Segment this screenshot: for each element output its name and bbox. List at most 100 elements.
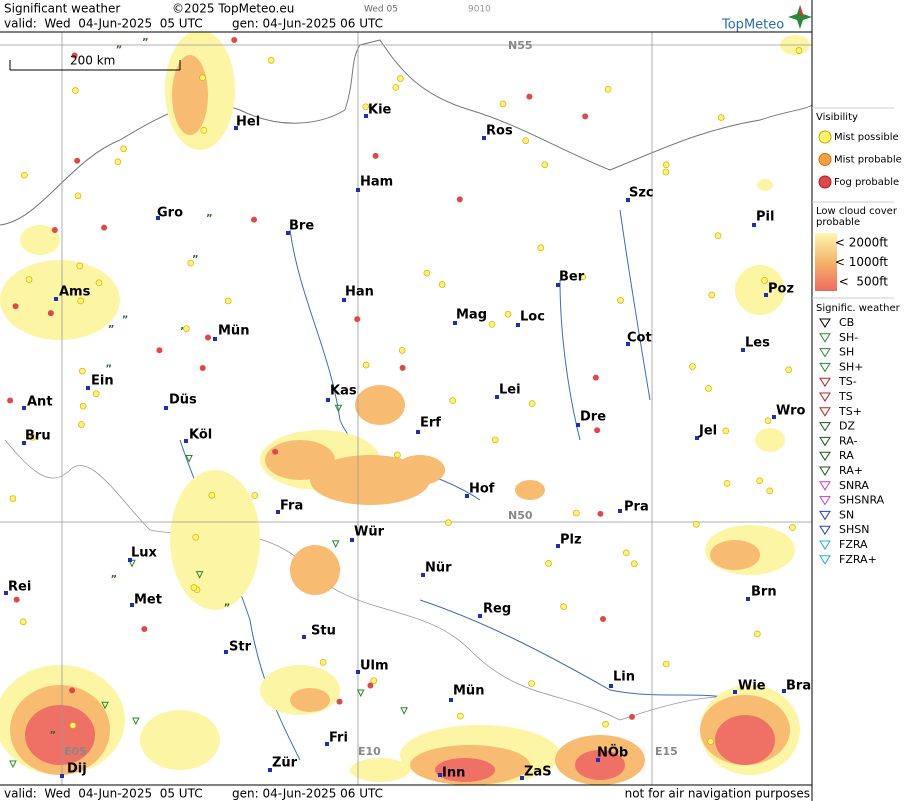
footer-generated: gen: 04-Jun-2025 06 UTC <box>232 787 383 801</box>
city-marker <box>286 231 290 235</box>
shower-symbol <box>132 717 140 726</box>
city-label: Nür <box>425 561 452 576</box>
weather-patch <box>575 750 625 780</box>
mist-symbol <box>766 487 774 495</box>
city-marker <box>213 337 217 341</box>
weather-patch <box>715 715 775 765</box>
weather-patch <box>755 428 785 452</box>
city-label: Ber <box>559 270 585 285</box>
mist-symbol <box>319 659 327 666</box>
city-marker <box>782 689 786 693</box>
city-marker <box>356 188 360 192</box>
fog-symbol <box>71 52 78 59</box>
weather-patch <box>395 455 445 485</box>
mist-symbol <box>528 400 536 407</box>
legend-symbol <box>819 451 831 462</box>
legend-label: RA+ <box>839 464 863 477</box>
fog-symbol <box>12 303 19 310</box>
city-label: Zür <box>272 756 298 771</box>
city-label: Bru <box>25 429 51 444</box>
fog-symbol <box>399 364 406 371</box>
weather-patch <box>140 710 220 770</box>
city-label: Loc <box>520 310 545 325</box>
mist-symbol <box>77 297 84 305</box>
mist-symbol <box>754 630 761 638</box>
city-label: Lux <box>131 546 158 561</box>
city-label: Ham <box>360 175 393 190</box>
city-label: Poz <box>768 282 794 297</box>
legend-label: SH <box>839 346 854 359</box>
city-marker <box>156 216 160 220</box>
drizzle-symbol: ” <box>116 44 123 55</box>
city-marker <box>596 758 600 762</box>
mist-symbol <box>537 244 545 252</box>
weather-patch <box>290 688 330 712</box>
city-marker <box>60 774 64 778</box>
fog-symbol <box>69 687 76 694</box>
fog-symbol <box>7 397 14 404</box>
city-marker <box>350 538 354 542</box>
footer-note: not for air navigation purposes <box>625 787 810 801</box>
legend-title: Signific. weather <box>816 303 901 314</box>
legend-label: < 2000ft <box>835 236 888 250</box>
legend-symbol <box>819 362 831 373</box>
city-marker <box>556 283 560 287</box>
mist-symbol <box>662 161 670 169</box>
mist-symbol <box>423 269 431 277</box>
mist-symbol <box>362 103 370 111</box>
city-marker <box>556 544 560 548</box>
weather-patch <box>20 225 60 255</box>
legend-label: Mist probable <box>834 155 902 166</box>
logo-icon-accent <box>800 5 803 17</box>
legend-symbol <box>819 348 831 358</box>
city-label: ZaS <box>524 765 552 780</box>
city-label: Ant <box>27 395 53 410</box>
city-label: Jel <box>698 424 717 439</box>
mist-symbol <box>708 291 716 299</box>
mist-symbol <box>756 477 763 485</box>
city-marker <box>741 348 745 352</box>
shower-symbol <box>356 689 365 698</box>
drizzle-symbol: ” <box>122 315 129 326</box>
fog-symbol <box>101 224 108 231</box>
mist-symbol <box>579 273 586 281</box>
weather-patch <box>710 540 760 570</box>
mist-symbol <box>714 232 722 240</box>
mist-symbol <box>662 660 670 668</box>
city-label: Reg <box>483 602 511 617</box>
mist-symbol <box>398 347 406 354</box>
legend-label: SNRA <box>839 479 869 492</box>
fog-symbol <box>199 364 206 371</box>
legend-label: FZRA+ <box>839 553 877 566</box>
city-label: Lin <box>613 670 635 685</box>
mist-symbol <box>78 421 85 428</box>
city-label: Dij <box>67 762 87 777</box>
mist-symbol <box>29 433 37 441</box>
mist-symbol <box>72 87 79 94</box>
fog-symbol <box>526 93 533 100</box>
fog-symbol <box>367 682 374 689</box>
city-label: Mag <box>456 308 487 323</box>
shower-symbol <box>101 701 109 710</box>
fog-symbol <box>354 316 361 323</box>
city-label: Pra <box>624 500 649 515</box>
mist-symbol <box>630 560 638 568</box>
mist-symbol <box>689 363 696 370</box>
mist-symbol <box>392 84 400 91</box>
fog-symbol <box>599 615 606 622</box>
legend-symbol <box>819 555 831 565</box>
coastline <box>0 39 813 226</box>
fog-symbol <box>592 374 599 381</box>
drizzle-symbol: ” <box>50 730 57 741</box>
legend-title: Low cloud cover <box>816 206 898 217</box>
mist-symbol <box>208 491 216 499</box>
city-label: Wro <box>776 404 806 419</box>
weather-patch <box>757 179 773 191</box>
fog-symbol <box>231 37 238 44</box>
legend-swatch <box>818 153 832 166</box>
city-marker <box>234 126 238 130</box>
city-label: Pil <box>756 210 774 225</box>
weather-patch <box>172 55 208 135</box>
mist-symbol <box>622 549 630 557</box>
legend-label: TS+ <box>838 405 862 418</box>
